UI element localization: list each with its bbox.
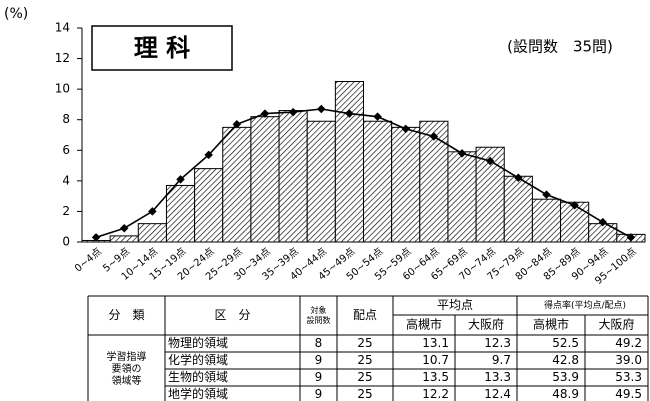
table-text: 設問数 — [307, 315, 331, 325]
table-text: 9 — [315, 370, 323, 384]
table-text: 物理的領域 — [168, 335, 228, 350]
y-tick-label: 4 — [62, 173, 70, 187]
line-marker — [148, 207, 157, 216]
bar — [560, 201, 590, 243]
table-text: 53.3 — [615, 370, 642, 384]
y-tick-label: 0 — [62, 235, 70, 249]
line-marker — [373, 112, 382, 121]
line-marker — [119, 224, 129, 233]
bar — [306, 120, 336, 243]
table-text: 生物的領域 — [168, 369, 228, 384]
table-text: 25 — [357, 387, 372, 401]
x-tick-label: 0~4点 — [72, 245, 104, 274]
table-text: 39.0 — [615, 353, 642, 367]
bar — [391, 126, 421, 243]
table-text: 53.9 — [552, 370, 579, 384]
table-text: 得点率(平均点/配点) — [544, 299, 626, 311]
table-text: 化学的領域 — [168, 352, 228, 367]
table-text: 8 — [315, 336, 323, 350]
line-marker — [260, 109, 270, 118]
line-marker — [457, 149, 467, 158]
table-text: 25 — [357, 370, 372, 384]
bar — [334, 81, 365, 243]
table-text: 25 — [357, 353, 372, 367]
table-text: 25 — [357, 336, 372, 350]
table-text: 9.7 — [492, 353, 511, 367]
line-marker — [401, 124, 410, 134]
line-marker — [232, 120, 242, 129]
line-marker — [91, 233, 101, 242]
bar — [250, 116, 280, 243]
bar — [109, 235, 139, 243]
table-text: 平均点 — [437, 298, 473, 312]
table-text: 52.5 — [552, 336, 579, 350]
table-text: 配点 — [353, 308, 377, 322]
table-text: 区 分 — [214, 308, 250, 322]
bar — [588, 223, 618, 243]
table-text: 12.3 — [484, 336, 511, 350]
line-marker — [345, 109, 354, 118]
table-text: 49.5 — [615, 387, 642, 401]
table-text: 13.5 — [422, 370, 449, 384]
bar — [447, 151, 477, 243]
title-box — [91, 25, 233, 71]
table-text: 大阪府 — [598, 317, 634, 332]
table-text: 地学的領域 — [168, 386, 228, 401]
line-marker — [485, 156, 495, 166]
table-text: 12.2 — [422, 387, 449, 401]
bar — [531, 198, 562, 243]
table-text: 10.7 — [422, 353, 449, 367]
table-text: 高槻市 — [406, 317, 442, 332]
bar — [278, 110, 308, 243]
table-text: 13.3 — [484, 370, 511, 384]
y-tick-label: 2 — [62, 204, 70, 218]
table-text: 42.8 — [552, 353, 579, 367]
y-tick-label: 10 — [55, 82, 70, 96]
table-text: 学習指導 — [107, 350, 147, 363]
table-text: 高槻市 — [533, 317, 569, 332]
bar — [165, 184, 196, 243]
bar — [503, 175, 533, 243]
line-marker — [429, 132, 439, 141]
table-text: 13.1 — [422, 336, 449, 350]
bar — [137, 223, 167, 243]
line — [95, 108, 632, 239]
table-text: 要領の — [112, 362, 142, 375]
line-marker — [204, 150, 213, 160]
y-axis-label: (%) — [4, 6, 28, 22]
line-marker — [176, 175, 185, 184]
line-marker — [288, 107, 298, 117]
table-text: 大阪府 — [468, 317, 504, 332]
table-text: 対象 — [311, 305, 327, 315]
line-marker — [542, 190, 551, 199]
table-text: 分 類 — [108, 308, 144, 322]
table-text: 9 — [315, 353, 323, 367]
chart-subtitle: (設問数 35問) — [507, 38, 613, 56]
table-text: 49.2 — [615, 336, 642, 350]
table-text: 48.9 — [552, 387, 579, 401]
line-marker — [317, 104, 326, 114]
table-text: 領域等 — [112, 374, 142, 387]
table-text: 12.4 — [484, 387, 511, 401]
y-tick-label: 6 — [62, 143, 70, 157]
y-tick-label: 12 — [55, 51, 70, 65]
bar — [222, 126, 252, 243]
table-text: 9 — [315, 387, 323, 401]
bar — [363, 120, 393, 243]
y-tick-label: 14 — [55, 21, 70, 35]
bar — [194, 168, 224, 243]
y-tick-label: 8 — [62, 112, 70, 126]
chart-title: 理 科 — [134, 34, 190, 62]
